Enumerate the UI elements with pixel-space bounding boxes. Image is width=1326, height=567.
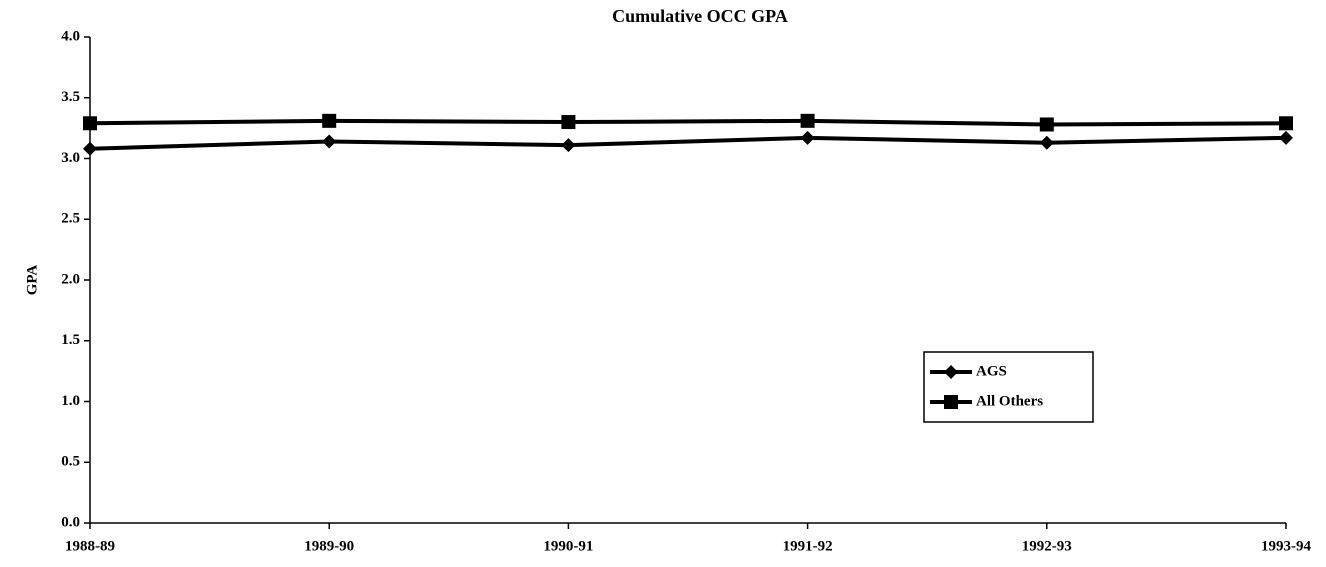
legend-box: [923, 351, 1094, 423]
legend-label: All Others: [976, 393, 1043, 409]
x-tick-label: 1993-94: [1261, 538, 1311, 554]
marker: [1279, 116, 1293, 131]
y-tick-label: 4.0: [61, 28, 80, 44]
marker: [83, 116, 97, 131]
marker: [1039, 135, 1054, 150]
y-tick-label: 0.5: [61, 454, 80, 470]
y-tick-label: 0.0: [61, 514, 80, 530]
x-tick-label: 1991-92: [783, 538, 833, 554]
y-axis-label: GPA: [24, 265, 40, 296]
marker: [800, 130, 815, 145]
legend-marker: [944, 395, 958, 409]
marker: [83, 141, 97, 156]
legend-label: AGS: [976, 363, 1007, 379]
marker: [800, 113, 815, 128]
marker: [1279, 130, 1293, 145]
series-line: [89, 118, 1287, 127]
x-tick-label: 1988-89: [65, 538, 115, 554]
marker: [1039, 117, 1054, 132]
x-tick-label: 1990-91: [543, 538, 593, 554]
marker: [322, 113, 337, 128]
legend-marker: [944, 365, 958, 379]
y-tick-label: 3.5: [61, 89, 80, 105]
chart-title: Cumulative OCC GPA: [612, 6, 788, 26]
series-line: [89, 135, 1287, 151]
y-tick-label: 1.5: [61, 332, 80, 348]
marker: [561, 138, 576, 153]
y-tick-label: 2.0: [61, 271, 80, 287]
y-tick-label: 1.0: [61, 393, 80, 409]
y-tick-label: 3.0: [61, 150, 80, 166]
x-tick-label: 1992-93: [1022, 538, 1072, 554]
y-tick-label: 2.5: [61, 211, 80, 227]
marker: [561, 115, 576, 130]
marker: [322, 134, 337, 149]
x-tick-label: 1989-90: [304, 538, 354, 554]
